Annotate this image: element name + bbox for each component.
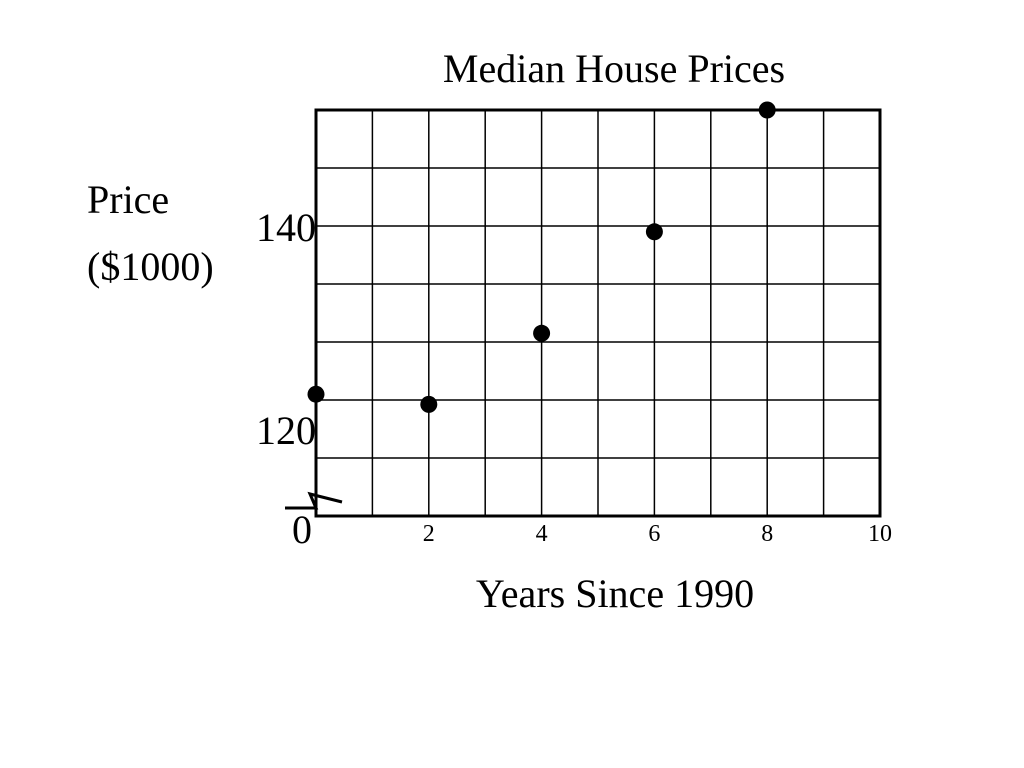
x-tick-label-4: 4 <box>536 521 548 547</box>
y-tick-label-140: 140 <box>256 205 316 250</box>
data-point <box>533 324 551 342</box>
plot-frame <box>314 108 882 518</box>
y-tick-labels: 120 140 <box>256 205 316 453</box>
x-tick-label-10: 10 <box>868 521 892 547</box>
data-points <box>307 101 776 413</box>
data-point <box>307 385 325 403</box>
data-point <box>420 395 438 413</box>
y-axis-label-units: ($1000) <box>87 244 214 289</box>
y-axis-label-price: Price <box>87 177 169 222</box>
data-point <box>758 101 776 119</box>
x-tick-labels: 0 2 4 6 8 10 <box>292 507 892 552</box>
x-tick-label-6: 6 <box>648 521 660 547</box>
x-tick-label-2: 2 <box>423 521 435 547</box>
x-tick-label-0: 0 <box>292 507 312 552</box>
x-tick-label-8: 8 <box>761 521 773 547</box>
x-axis-label: Years Since 1990 <box>476 571 754 616</box>
data-point <box>645 223 663 241</box>
chart-title: Median House Prices <box>443 46 785 91</box>
plot-grid <box>316 110 880 516</box>
y-tick-label-120: 120 <box>256 408 316 453</box>
axis-break-symbol <box>285 491 343 510</box>
